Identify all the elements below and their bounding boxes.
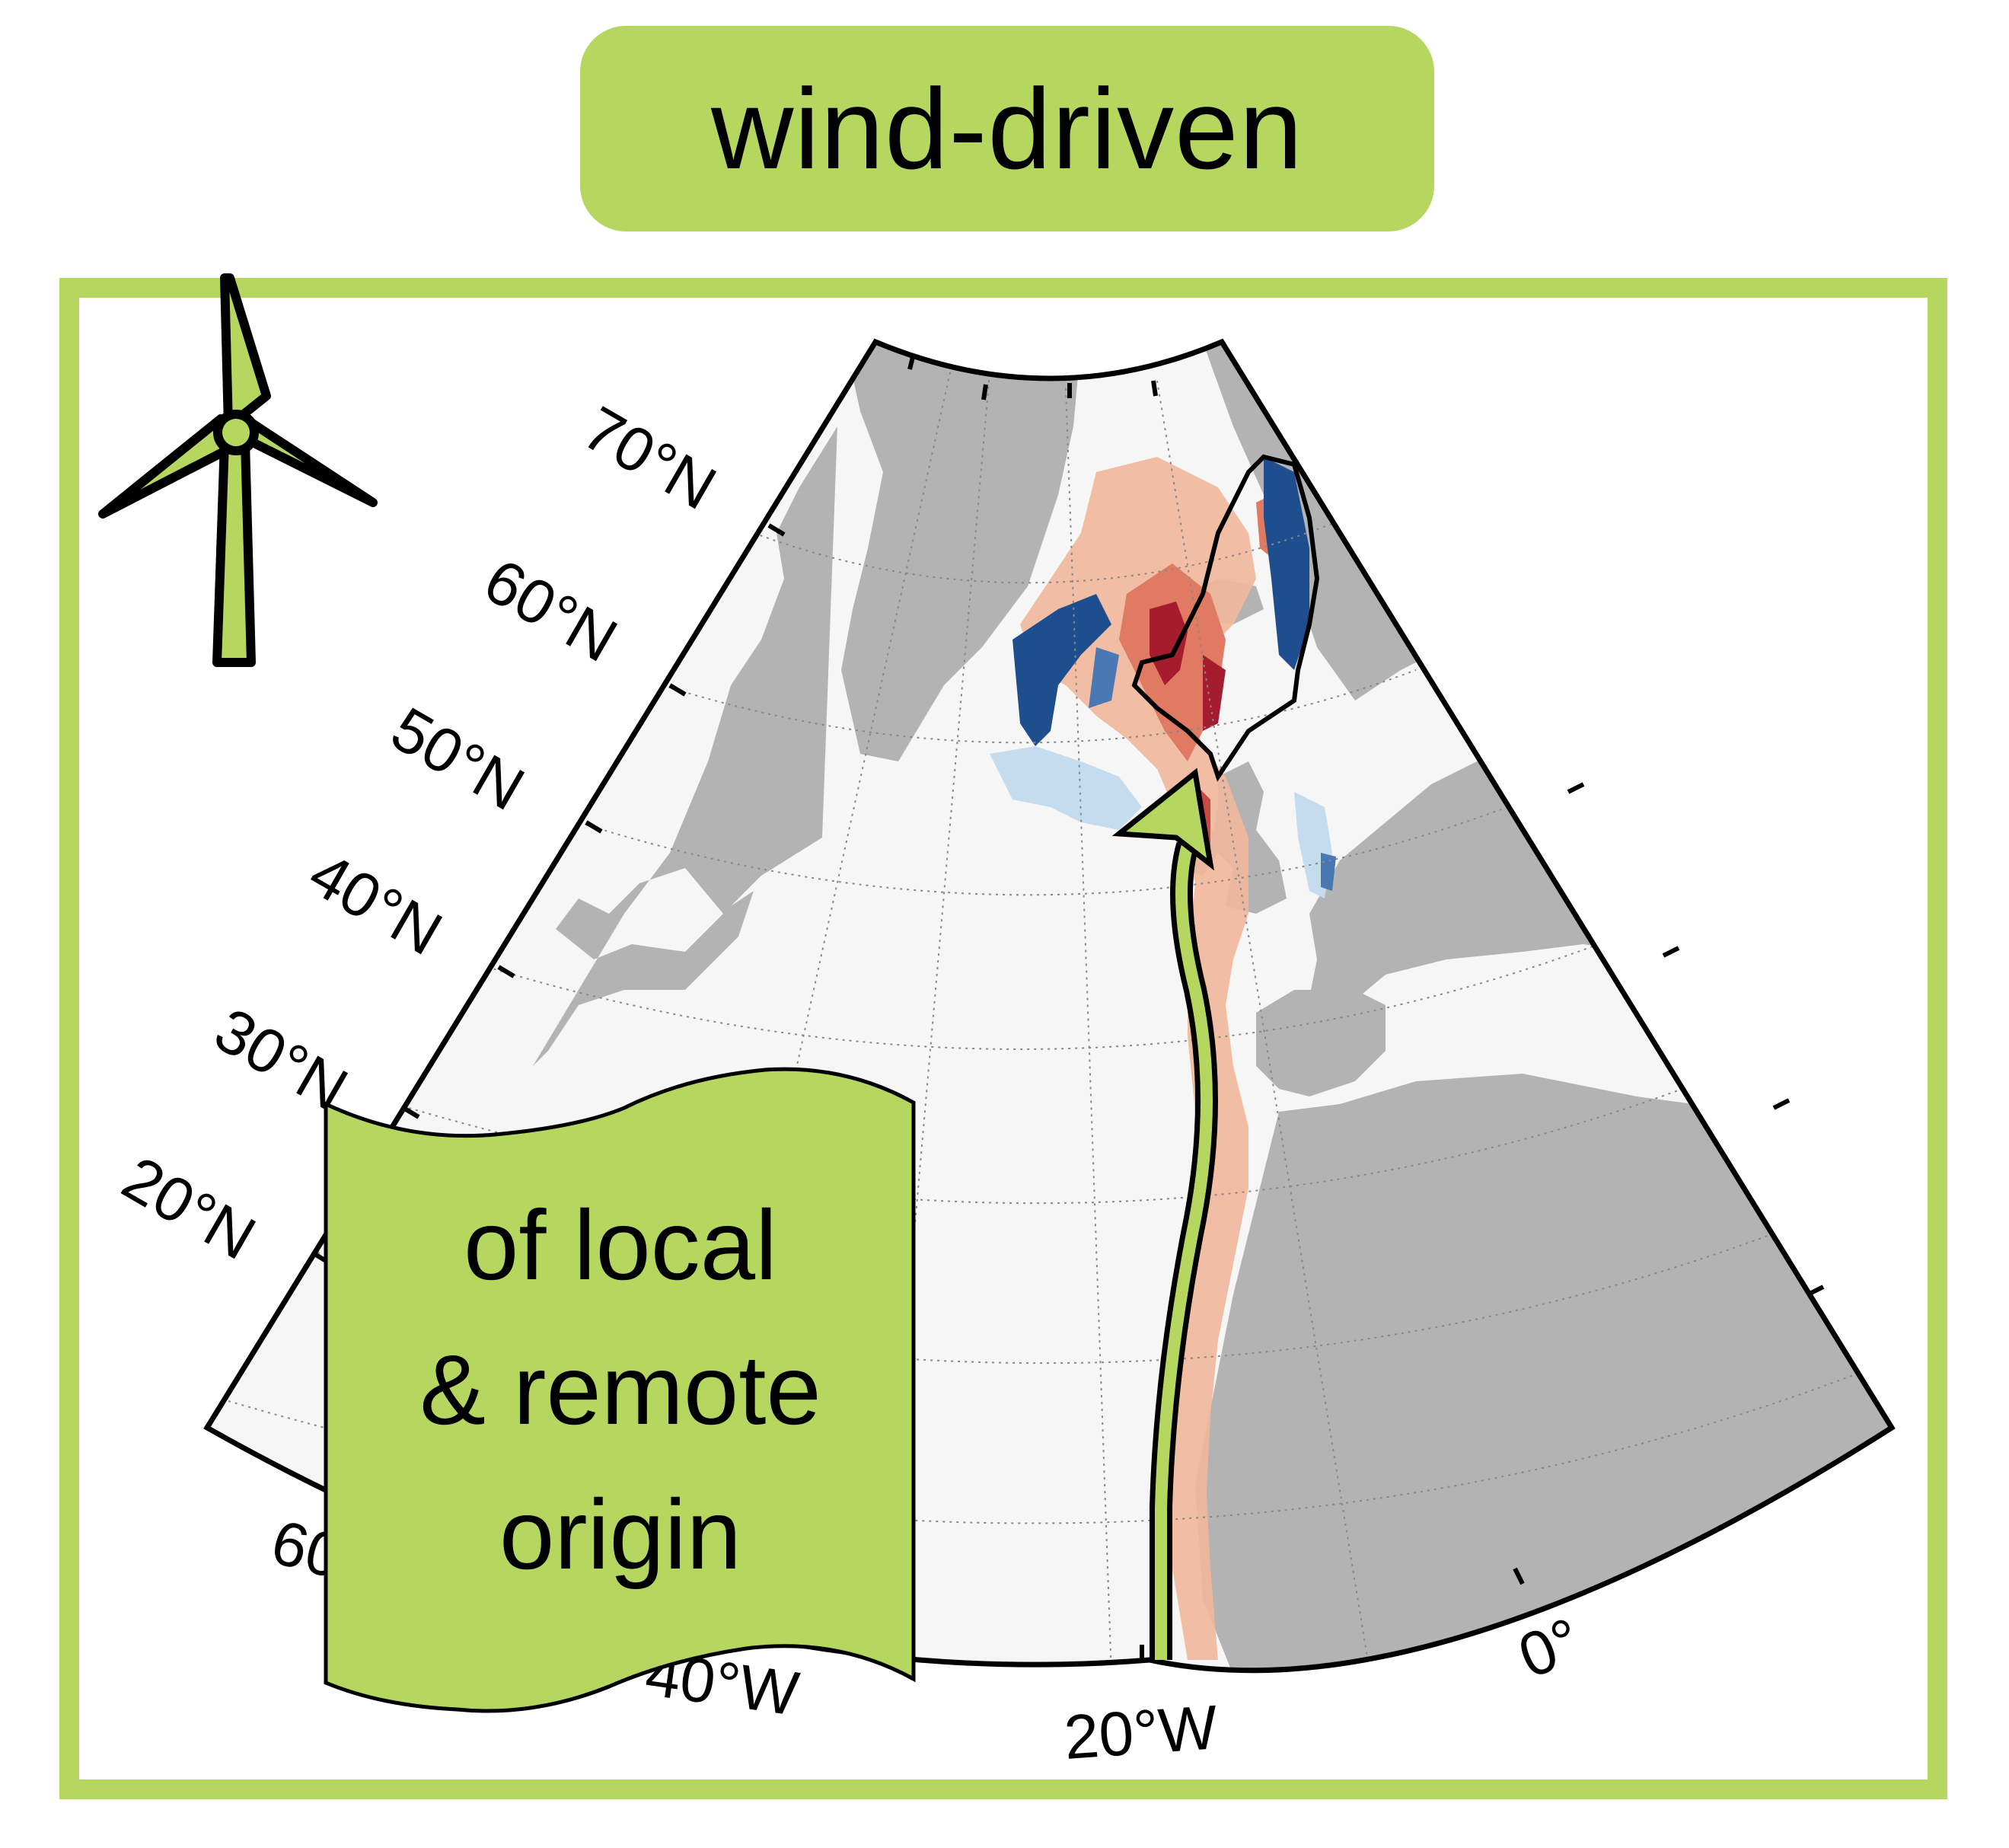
north-america-landmass [533,426,837,1066]
northward-flow-arrow [1111,768,1218,1660]
banner-line-3: origin [499,1479,741,1590]
banner-line-2: & remote [419,1334,821,1445]
title-badge: wind-driven [580,26,1434,231]
wind-turbine-icon [98,273,378,667]
iberia-landmass [1256,990,1386,1096]
lat-label-40: 40°N [298,839,453,969]
africa-landmass [1195,1074,1892,1671]
lat-label-20: 20°N [111,1144,266,1273]
lat-label-70: 70°N [572,394,727,523]
greenland-landmass [841,342,1081,761]
negative-anomaly-field [990,457,1336,898]
banner-line-1: of local [464,1189,777,1301]
lat-label-30: 30°N [203,995,359,1125]
title-text: wind-driven [711,65,1303,193]
lat-label-60: 60°N [473,546,628,675]
lon-label-20w: 20°W [1062,1693,1220,1773]
lat-label-50: 50°N [380,694,535,824]
region-contour [1131,454,1320,782]
origin-banner: of local & remote origin [324,1067,916,1713]
